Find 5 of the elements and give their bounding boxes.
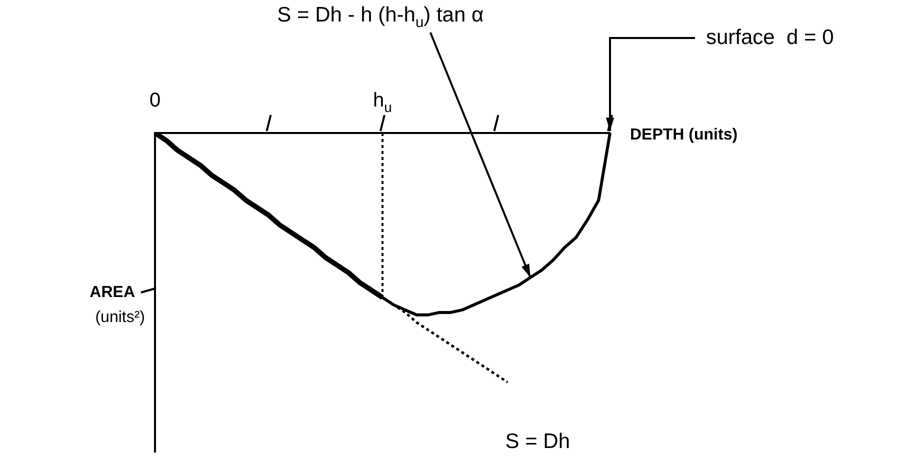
x-tick-label: 0 [149,90,161,112]
text: S = Dh [505,430,570,454]
x-axis-title: DEPTH (units) [630,126,738,144]
y-axis-title: AREA (units²) [90,284,145,326]
text: surface d = 0 [706,26,834,49]
